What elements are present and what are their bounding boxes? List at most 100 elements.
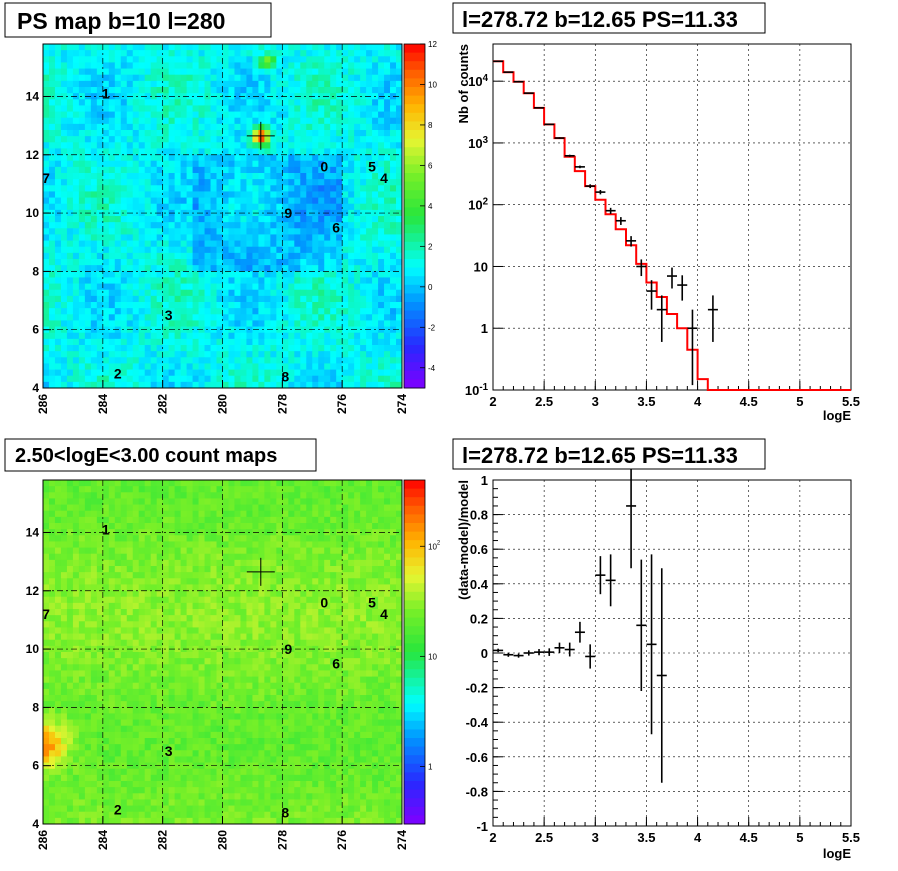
heatmap-cell (354, 345, 361, 352)
heatmap-cell (246, 74, 253, 82)
heatmap-cell (102, 209, 110, 217)
heatmap-cell (330, 87, 337, 94)
heatmap-cell (150, 615, 158, 622)
heatmap-cell (348, 252, 355, 260)
heatmap-cell (306, 351, 313, 358)
heatmap-cell (384, 252, 391, 260)
heatmap-cell (84, 535, 92, 542)
heatmap-cell (336, 197, 343, 205)
heatmap-cell (372, 486, 379, 493)
heatmap-cell (306, 295, 313, 303)
heatmap-cell (330, 338, 337, 346)
colorbar-segment (404, 353, 425, 363)
heatmap-cell (60, 535, 68, 542)
heatmap-cell (90, 240, 98, 248)
heatmap-cell (390, 375, 397, 383)
heatmap-cell (132, 480, 140, 487)
heatmap-cell (174, 578, 182, 585)
heatmap-cell (294, 345, 301, 352)
heatmap-cell (240, 87, 247, 94)
heatmap-cell (90, 130, 98, 137)
heatmap-cell (300, 584, 307, 591)
heatmap-cell (168, 228, 176, 235)
heatmap-cell (276, 179, 283, 186)
heatmap-cell (384, 265, 391, 272)
heatmap-cell (228, 259, 235, 266)
heatmap-cell (384, 308, 391, 315)
heatmap-cell (354, 559, 361, 567)
heatmap-cell (108, 62, 116, 69)
heatmap-cell (324, 105, 331, 112)
heatmap-cell (228, 185, 235, 192)
heatmap-cell (43, 492, 50, 499)
heatmap-cell (180, 516, 187, 524)
heatmap-cell (342, 596, 349, 604)
heatmap-cell (126, 142, 134, 149)
heatmap-cell (222, 375, 229, 383)
heatmap-cell (162, 111, 170, 119)
heatmap-cell (288, 351, 295, 358)
heatmap-cell (336, 566, 343, 573)
heatmap-cell (384, 289, 391, 297)
heatmap-cell (102, 240, 110, 248)
heatmap-cell (150, 609, 158, 616)
heatmap-cell (264, 74, 271, 82)
heatmap-cell (204, 246, 211, 254)
heatmap-cell (150, 553, 158, 561)
heatmap-cell (342, 510, 349, 518)
heatmap-cell (138, 166, 146, 174)
heatmap-cell (294, 351, 301, 358)
heatmap-cell (156, 259, 164, 266)
heatmap-cell (300, 381, 307, 389)
heatmap-cell (108, 93, 116, 100)
heatmap-cell (348, 105, 355, 112)
heatmap-cell (342, 369, 349, 377)
heatmap-cell (102, 516, 110, 524)
heatmap-cell (396, 308, 403, 315)
heatmap-cell (138, 228, 146, 235)
heatmap-cell (282, 130, 289, 137)
heatmap-cell (378, 381, 385, 389)
heatmap-cell (126, 314, 134, 321)
heatmap-cell (312, 326, 319, 334)
heatmap-cell (84, 87, 92, 94)
heatmap-cell (384, 486, 391, 493)
heatmap-cell (96, 566, 104, 573)
heatmap-cell (306, 240, 313, 248)
heatmap-cell (102, 185, 110, 192)
heatmap-cell (192, 584, 199, 591)
heatmap-cell (354, 363, 361, 370)
heatmap-cell (258, 209, 265, 217)
heatmap-cell (270, 480, 277, 487)
heatmap-cell (288, 123, 295, 131)
heatmap-cell (138, 265, 146, 272)
heatmap-cell (384, 185, 391, 192)
heatmap-cell (282, 584, 289, 591)
heatmap-cell (138, 332, 146, 340)
heatmap-cell (168, 203, 176, 211)
heatmap-cell (372, 345, 379, 352)
heatmap-cell (204, 332, 211, 340)
heatmap-cell (318, 547, 325, 555)
heatmap-cell (216, 504, 223, 512)
heatmap-cell (306, 234, 313, 241)
heatmap-cell (300, 535, 307, 542)
heatmap-cell (234, 105, 241, 112)
heatmap-cell (300, 559, 307, 567)
heatmap-cell (390, 480, 397, 487)
heatmap-cell (324, 584, 331, 591)
heatmap-cell (234, 369, 241, 377)
heatmap-cell (108, 130, 116, 137)
heatmap-cell (306, 357, 313, 364)
colorbar-segment (404, 207, 425, 217)
heatmap-cell (318, 351, 325, 358)
heatmap-cell (54, 338, 62, 346)
heatmap-cell (192, 209, 199, 217)
heatmap-cell (366, 498, 373, 505)
heatmap-cell (348, 240, 355, 248)
heatmap-cell (138, 50, 146, 57)
source-label-3: 3 (165, 307, 173, 323)
heatmap-cell (378, 216, 385, 223)
heatmap-cell (132, 277, 140, 284)
heatmap-cell (72, 252, 80, 260)
